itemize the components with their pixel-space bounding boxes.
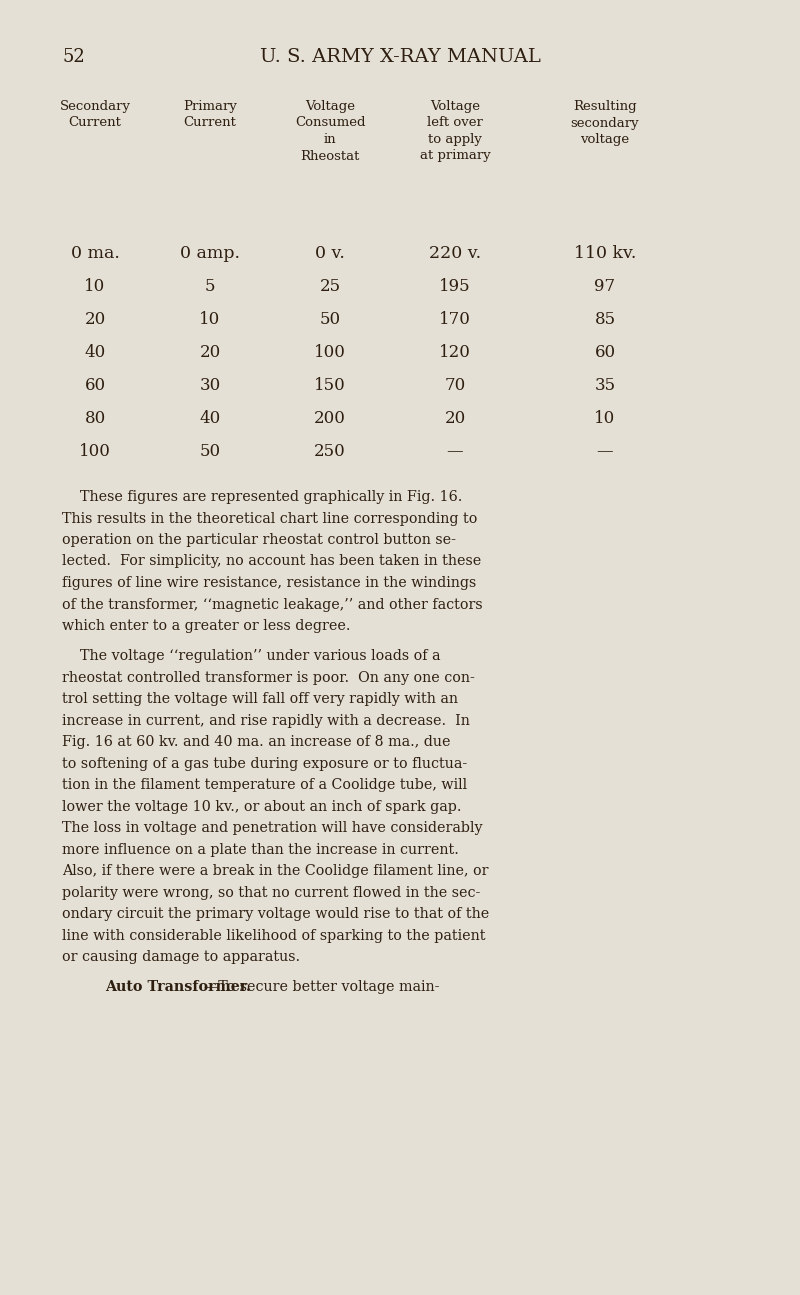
Text: 110 kv.: 110 kv. (574, 245, 636, 262)
Text: 10: 10 (199, 311, 221, 328)
Text: 0 ma.: 0 ma. (70, 245, 119, 262)
Text: 20: 20 (444, 411, 466, 427)
Text: Fig. 16 at 60 kv. and 40 ma. an increase of 8 ma., due: Fig. 16 at 60 kv. and 40 ma. an increase… (62, 736, 450, 749)
Text: The loss in voltage and penetration will have considerably: The loss in voltage and penetration will… (62, 821, 482, 835)
Text: lower the voltage 10 kv., or about an inch of spark gap.: lower the voltage 10 kv., or about an in… (62, 799, 462, 813)
Text: 170: 170 (439, 311, 471, 328)
Text: operation on the particular rheostat control button se-: operation on the particular rheostat con… (62, 534, 456, 546)
Text: 10: 10 (594, 411, 616, 427)
Text: Voltage
Consumed
in
Rheostat: Voltage Consumed in Rheostat (294, 100, 366, 162)
Text: 0 amp.: 0 amp. (180, 245, 240, 262)
Text: to softening of a gas tube during exposure or to fluctua-: to softening of a gas tube during exposu… (62, 756, 467, 771)
Text: which enter to a greater or less degree.: which enter to a greater or less degree. (62, 619, 350, 633)
Text: 100: 100 (314, 344, 346, 361)
Text: 60: 60 (594, 344, 615, 361)
Text: Secondary
Current: Secondary Current (59, 100, 130, 130)
Text: 25: 25 (319, 278, 341, 295)
Text: 20: 20 (199, 344, 221, 361)
Text: Auto Transformer.: Auto Transformer. (105, 980, 251, 995)
Text: —: — (446, 443, 463, 460)
Text: The voltage ‘‘regulation’’ under various loads of a: The voltage ‘‘regulation’’ under various… (62, 649, 441, 663)
Text: lected.  For simplicity, no account has been taken in these: lected. For simplicity, no account has b… (62, 554, 482, 569)
Text: 220 v.: 220 v. (429, 245, 481, 262)
Text: 10: 10 (84, 278, 106, 295)
Text: 5: 5 (205, 278, 215, 295)
Text: 200: 200 (314, 411, 346, 427)
Text: 250: 250 (314, 443, 346, 460)
Text: tion in the filament temperature of a Coolidge tube, will: tion in the filament temperature of a Co… (62, 778, 467, 793)
Text: 150: 150 (314, 377, 346, 394)
Text: ondary circuit the primary voltage would rise to that of the: ondary circuit the primary voltage would… (62, 906, 490, 921)
Text: 20: 20 (84, 311, 106, 328)
Text: of the transformer, ‘‘magnetic leakage,’’ and other factors: of the transformer, ‘‘magnetic leakage,’… (62, 597, 482, 611)
Text: 60: 60 (85, 377, 106, 394)
Text: 70: 70 (444, 377, 466, 394)
Text: 40: 40 (199, 411, 221, 427)
Text: Resulting
secondary
voltage: Resulting secondary voltage (570, 100, 639, 146)
Text: 0 v.: 0 v. (315, 245, 345, 262)
Text: 40: 40 (84, 344, 106, 361)
Text: —: — (597, 443, 614, 460)
Text: or causing damage to apparatus.: or causing damage to apparatus. (62, 951, 300, 963)
Text: 50: 50 (199, 443, 221, 460)
Text: trol setting the voltage will fall off very rapidly with an: trol setting the voltage will fall off v… (62, 692, 458, 706)
Text: 52: 52 (62, 48, 85, 66)
Text: 120: 120 (439, 344, 471, 361)
Text: more influence on a plate than the increase in current.: more influence on a plate than the incre… (62, 843, 459, 856)
Text: increase in current, and rise rapidly with a decrease.  In: increase in current, and rise rapidly wi… (62, 714, 470, 728)
Text: 35: 35 (594, 377, 615, 394)
Text: —To secure better voltage main-: —To secure better voltage main- (205, 980, 440, 995)
Text: Also, if there were a break in the Coolidge filament line, or: Also, if there were a break in the Cooli… (62, 864, 489, 878)
Text: 195: 195 (439, 278, 471, 295)
Text: rheostat controlled transformer is poor.  On any one con-: rheostat controlled transformer is poor.… (62, 671, 475, 685)
Text: polarity were wrong, so that no current flowed in the sec-: polarity were wrong, so that no current … (62, 886, 480, 900)
Text: Voltage
left over
to apply
at primary: Voltage left over to apply at primary (420, 100, 490, 162)
Text: U. S. ARMY X-RAY MANUAL: U. S. ARMY X-RAY MANUAL (259, 48, 541, 66)
Text: figures of line wire resistance, resistance in the windings: figures of line wire resistance, resista… (62, 576, 476, 591)
Text: 30: 30 (199, 377, 221, 394)
Text: Primary
Current: Primary Current (183, 100, 237, 130)
Text: These figures are represented graphically in Fig. 16.: These figures are represented graphicall… (62, 490, 462, 504)
Text: 80: 80 (84, 411, 106, 427)
Text: 50: 50 (319, 311, 341, 328)
Text: 97: 97 (594, 278, 615, 295)
Text: 85: 85 (594, 311, 615, 328)
Text: 100: 100 (79, 443, 111, 460)
Text: This results in the theoretical chart line corresponding to: This results in the theoretical chart li… (62, 512, 478, 526)
Text: line with considerable likelihood of sparking to the patient: line with considerable likelihood of spa… (62, 929, 486, 943)
